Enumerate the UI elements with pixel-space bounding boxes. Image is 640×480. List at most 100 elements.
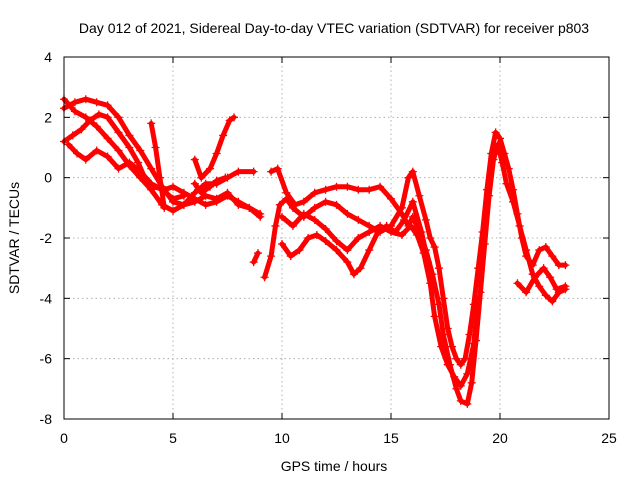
data-point: [474, 294, 483, 303]
x-tick-label: 25: [601, 430, 617, 446]
data-point: [321, 197, 330, 206]
data-point: [212, 176, 221, 185]
data-point: [485, 191, 494, 200]
data-point: [92, 122, 101, 131]
x-axis-label: GPS time / hours: [281, 458, 388, 474]
data-point: [73, 149, 82, 158]
data-point: [541, 243, 550, 252]
axes-ticks: 0 5 10 15 20 25 -8 -6 -4 -2 0 2 4: [40, 49, 617, 446]
data-point: [245, 203, 254, 212]
data-point: [321, 185, 330, 194]
chart-title: Day 012 of 2021, Sidereal Day-to-day VTE…: [79, 20, 589, 36]
data-point: [387, 194, 395, 203]
data-point: [496, 134, 504, 143]
data-point: [356, 264, 365, 273]
data-point: [70, 107, 79, 116]
data-point: [275, 200, 284, 209]
data-point: [190, 197, 199, 206]
data-point: [225, 116, 234, 125]
data-point: [125, 158, 134, 167]
y-tick-label: -8: [40, 411, 53, 427]
data-point: [169, 194, 177, 203]
series-track-9: [260, 128, 570, 369]
data-point: [201, 179, 210, 188]
data-point: [310, 203, 319, 212]
series-line: [65, 142, 187, 202]
series-track-4: [64, 140, 188, 203]
data-point: [443, 360, 452, 369]
data-point: [504, 164, 513, 173]
data-point: [288, 221, 297, 230]
data-point: [515, 221, 524, 230]
data-point: [310, 188, 319, 197]
data-point: [502, 179, 511, 188]
data-point: [278, 240, 286, 249]
y-tick-label: -6: [40, 351, 53, 367]
series-line: [251, 250, 261, 265]
data-point: [456, 396, 465, 405]
data-point: [349, 270, 358, 279]
data-point: [509, 197, 518, 206]
data-point: [81, 113, 90, 122]
data-point: [304, 234, 313, 242]
data-point: [400, 215, 409, 224]
data-point: [535, 282, 544, 291]
data-point: [434, 300, 443, 309]
data-point: [92, 98, 101, 107]
data-point: [160, 203, 169, 212]
data-point: [312, 230, 321, 239]
x-tick-label: 10: [274, 430, 290, 446]
data-point: [147, 179, 156, 188]
data-point: [68, 131, 77, 140]
data-point: [343, 182, 352, 191]
series-track-13: [513, 264, 570, 297]
data-point: [456, 360, 465, 369]
data-point: [212, 149, 221, 158]
series-line: [148, 120, 167, 211]
y-axis-label: SDTVAR / TECUs: [6, 182, 22, 294]
data-point: [169, 206, 177, 215]
data-point: [273, 164, 282, 173]
data-point: [365, 227, 374, 236]
data-point: [190, 179, 199, 188]
data-point: [332, 182, 341, 191]
data-point: [77, 125, 86, 134]
x-tick-label: 20: [492, 430, 508, 446]
data-point: [254, 249, 263, 258]
data-point: [299, 197, 308, 206]
data-point: [223, 188, 232, 197]
data-point: [408, 167, 417, 176]
data-point: [92, 146, 101, 155]
data-point: [561, 261, 570, 270]
data-point: [125, 131, 134, 140]
y-tick-label: 2: [44, 109, 52, 125]
data-point: [448, 342, 457, 351]
data-point: [321, 224, 330, 233]
x-tick-label: 5: [169, 430, 177, 446]
data-point: [332, 246, 341, 255]
data-point: [206, 182, 215, 191]
data-point: [463, 399, 472, 408]
data-point: [147, 164, 156, 173]
data-point: [489, 155, 498, 164]
data-point: [179, 191, 188, 200]
data-point: [219, 131, 228, 140]
data-point: [169, 182, 177, 191]
data-point: [463, 369, 472, 378]
data-point: [271, 221, 280, 230]
data-point: [134, 158, 143, 167]
data-point: [201, 200, 210, 209]
data-point: [493, 140, 502, 149]
data-point: [452, 354, 461, 363]
data-point: [546, 273, 555, 282]
data-point: [321, 237, 330, 246]
data-point: [343, 258, 352, 267]
data-point: [548, 297, 557, 306]
data-point: [522, 246, 531, 255]
series-line: [279, 211, 481, 389]
data-point: [295, 246, 304, 255]
data-point: [282, 188, 291, 197]
data-point: [406, 221, 415, 230]
data-point: [539, 264, 548, 273]
data-point: [310, 215, 319, 224]
